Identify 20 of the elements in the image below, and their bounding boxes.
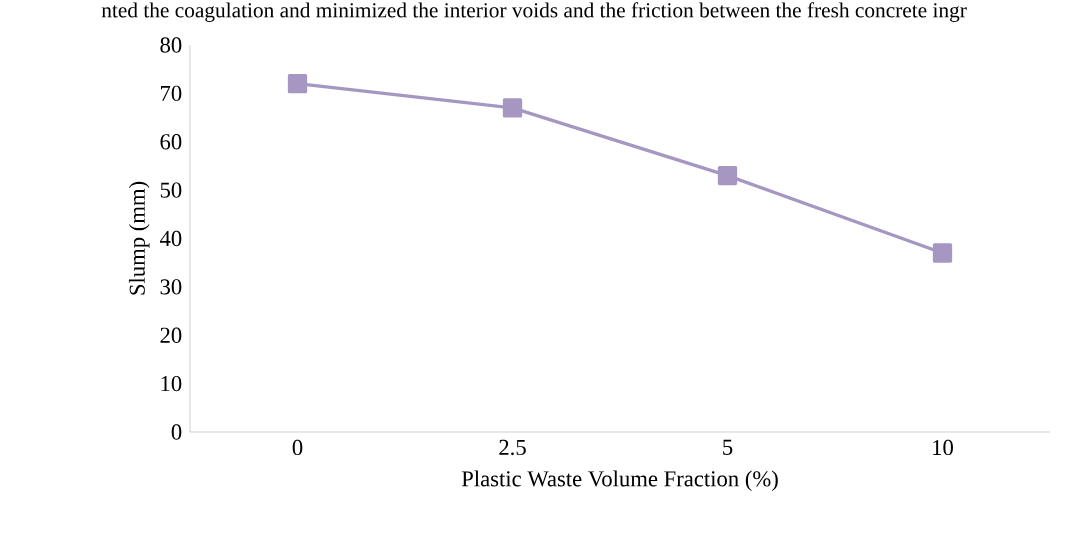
y-tick-label: 60 [160, 134, 182, 150]
point [502, 98, 523, 118]
x-tick-label: 2.5 [499, 439, 526, 456]
x-tick-label: 5 [723, 439, 733, 455]
x-tick-label: 10 [933, 439, 953, 456]
y-tick-label: 0 [171, 424, 182, 440]
x-tick-label: 0 [292, 439, 303, 456]
point [287, 74, 308, 94]
x-axis-title: Plastic Waste Volume Fraction (%) [461, 470, 778, 492]
y-tick-label: 10 [161, 375, 182, 392]
y-tick-label: 20 [160, 327, 182, 343]
y-tick-label: 80 [160, 37, 182, 53]
y-tick-label: 30 [160, 279, 182, 295]
y-tick-label: 70 [161, 85, 182, 102]
point [932, 243, 953, 263]
text: nted the coagulation and minimized the interior voids and the friction between the fresh concrete ingr [101, 2, 967, 22]
y-axis-title: Slump (mm) [128, 181, 150, 295]
point [717, 165, 738, 186]
y-tick-label: 50 [160, 182, 182, 198]
y-tick-label: 40 [159, 230, 182, 247]
